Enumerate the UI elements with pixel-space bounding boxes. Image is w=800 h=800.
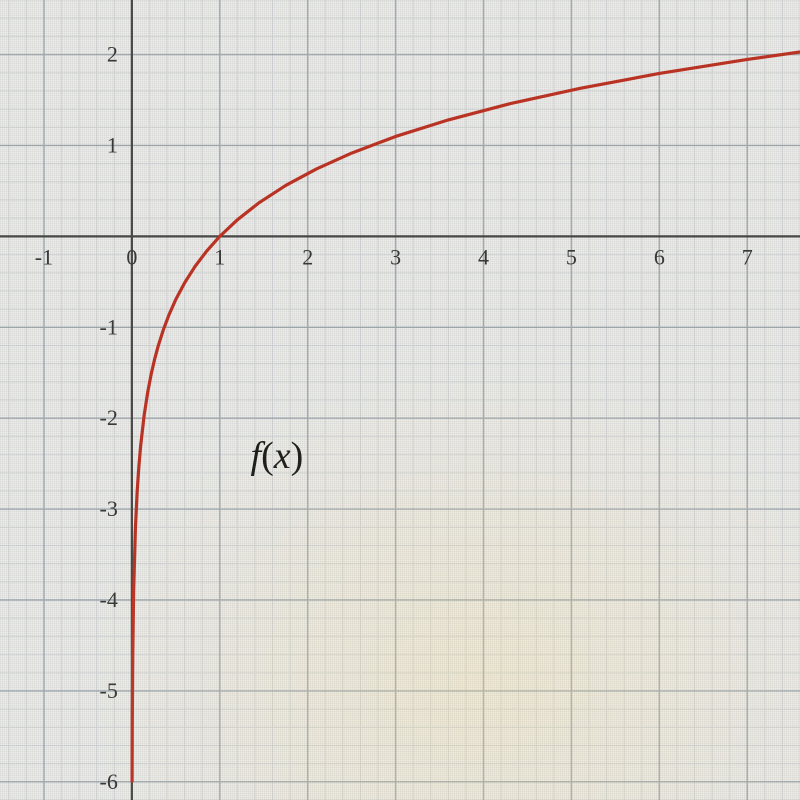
y-tick-label: -3 bbox=[100, 496, 118, 521]
x-tick-label: -1 bbox=[35, 244, 53, 269]
x-tick-label: 7 bbox=[742, 244, 753, 269]
x-tick-label: 0 bbox=[126, 244, 137, 269]
x-tick-label: 2 bbox=[302, 244, 313, 269]
x-tick-label: 4 bbox=[478, 244, 489, 269]
y-tick-label: -1 bbox=[100, 314, 118, 339]
x-tick-label: 1 bbox=[214, 244, 225, 269]
x-tick-label: 5 bbox=[566, 244, 577, 269]
chart-canvas: -1 0 1 2 3 4 5 6 7 2 1 -1 -2 -3 -4 -5 -6 f(x) bbox=[0, 0, 800, 800]
y-tick-label: -6 bbox=[100, 769, 118, 794]
y-tick-label: 1 bbox=[107, 132, 118, 157]
x-tick-label: 3 bbox=[390, 244, 401, 269]
y-tick-label: -2 bbox=[100, 405, 118, 430]
function-label: f(x) bbox=[251, 435, 304, 477]
y-tick-label: -5 bbox=[100, 678, 118, 703]
x-tick-label: 6 bbox=[654, 244, 665, 269]
log-function-chart: -1 0 1 2 3 4 5 6 7 2 1 -1 -2 -3 -4 -5 -6 f(x) bbox=[0, 0, 800, 800]
y-tick-label: -4 bbox=[100, 587, 118, 612]
y-tick-label: 2 bbox=[107, 42, 118, 67]
